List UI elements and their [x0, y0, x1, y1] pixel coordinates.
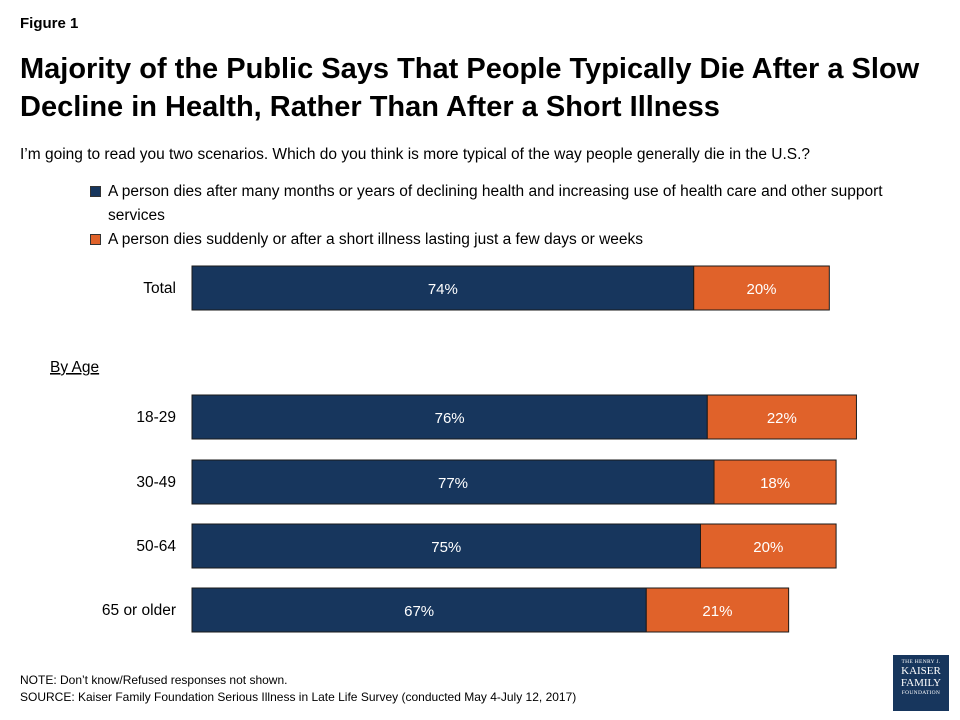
logo-line-1: THE HENRY J.: [901, 659, 941, 665]
legend-item-decline: A person dies after many months or years…: [90, 180, 920, 228]
footnotes: NOTE: Don’t know/Refused responses not s…: [20, 672, 576, 706]
data-label-decline-18-29: 76%: [435, 410, 465, 427]
chart-title: Majority of the Public Says That People …: [20, 53, 920, 123]
data-label-sudden-65-or-older: 21%: [702, 603, 732, 620]
bar-sudden-50-64: [700, 523, 837, 569]
chart-subtitle: I’m going to read you two scenarios. Whi…: [20, 146, 811, 163]
data-label-sudden-18-29: 22%: [767, 410, 797, 427]
data-label-decline-50-64: 75%: [431, 539, 461, 556]
bar-sudden-30-49: [713, 459, 837, 505]
bar-sudden-65-or-older: [645, 587, 790, 633]
data-label-sudden-50-64: 20%: [753, 539, 783, 556]
figure-label: Figure 1: [20, 15, 79, 32]
source-text: SOURCE: Kaiser Family Foundation Serious…: [20, 690, 577, 704]
logo-line-4: FOUNDATION: [901, 690, 941, 696]
note-text: NOTE: Don’t know/Refused responses not s…: [20, 673, 288, 687]
legend-swatch-decline: [90, 186, 101, 197]
section-label-by-age: By Age: [50, 359, 99, 376]
kff-logo: THE HENRY J. KAISER FAMILY FOUNDATION: [893, 655, 949, 711]
legend-label-sudden: A person dies suddenly or after a short …: [108, 231, 644, 248]
category-label-total: Total: [143, 280, 176, 297]
legend-label-decline: A person dies after many months or years…: [108, 183, 883, 224]
data-label-decline-total: 74%: [428, 281, 458, 298]
bar-sudden-total: [693, 265, 830, 311]
logo-line-3: FAMILY: [900, 677, 942, 689]
category-label-50-64: 50-64: [136, 538, 176, 555]
data-label-decline-65-or-older: 67%: [404, 603, 434, 620]
data-label-sudden-total: 20%: [747, 281, 777, 298]
bar-decline-30-49: [191, 459, 715, 505]
data-label-sudden-30-49: 18%: [760, 475, 790, 492]
data-label-decline-30-49: 77%: [438, 475, 468, 492]
bar-decline-total: [191, 265, 695, 311]
category-label-30-49: 30-49: [136, 474, 176, 491]
bar-decline-65-or-older: [191, 587, 647, 633]
bar-decline-50-64: [191, 523, 701, 569]
bar-decline-18-29: [191, 394, 708, 440]
category-label-65-or-older: 65 or older: [102, 602, 176, 619]
category-label-18-29: 18-29: [136, 409, 176, 426]
bar-sudden-18-29: [706, 394, 857, 440]
legend: A person dies after many months or years…: [90, 180, 920, 252]
legend-swatch-sudden: [90, 234, 101, 245]
logo-line-2: KAISER: [901, 665, 941, 677]
legend-item-sudden: A person dies suddenly or after a short …: [90, 228, 920, 252]
